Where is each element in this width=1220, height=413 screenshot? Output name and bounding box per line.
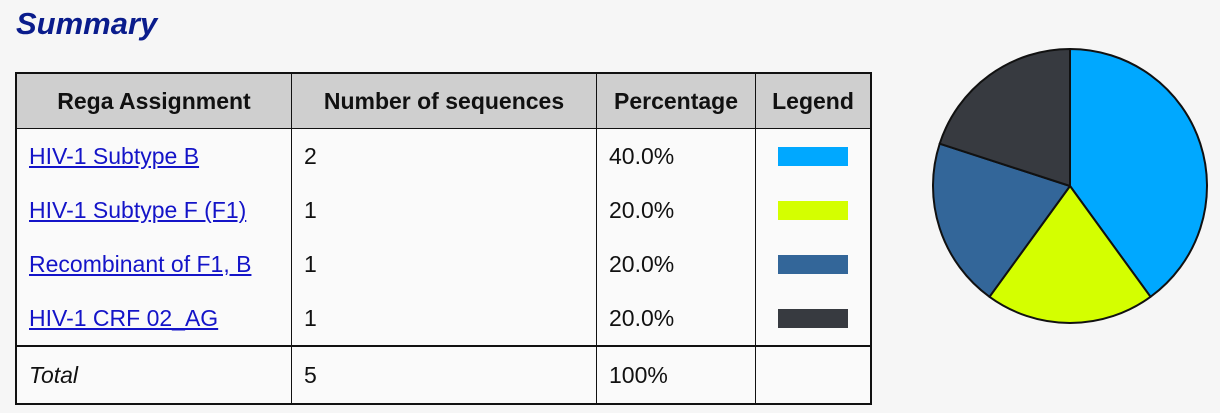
percentage-cell: 20.0%: [596, 237, 756, 291]
total-legend-cell: [755, 345, 872, 404]
total-percentage: 100%: [596, 345, 756, 404]
count-cell: 1: [291, 291, 597, 346]
header-legend: Legend: [755, 72, 872, 129]
legend-cell: [755, 128, 872, 183]
legend-swatch: [778, 146, 848, 166]
assignment-cell: HIV-1 Subtype F (F1): [15, 183, 292, 237]
table-header-row: Rega Assignment Number of sequences Perc…: [15, 72, 872, 129]
header-percentage: Percentage: [596, 72, 756, 129]
legend-swatch: [778, 254, 848, 274]
legend-swatch: [778, 308, 848, 328]
header-rega-assignment: Rega Assignment: [15, 72, 292, 129]
total-count: 5: [291, 345, 597, 404]
table-row: Recombinant of F1, B 1 20.0%: [15, 237, 872, 291]
pie-slice: [988, 185, 1152, 324]
pie-chart: [932, 48, 1208, 324]
assignment-link[interactable]: HIV-1 CRF 02_AG: [29, 304, 219, 331]
legend-cell: [755, 183, 872, 237]
assignment-cell: HIV-1 Subtype B: [15, 128, 292, 183]
pie-slice: [938, 48, 1071, 187]
header-number-of-sequences: Number of sequences: [291, 72, 597, 129]
count-cell: 1: [291, 237, 597, 291]
percentage-cell: 20.0%: [596, 291, 756, 346]
total-label: Total: [15, 345, 292, 404]
pie-slice: [932, 142, 1071, 298]
assignment-link[interactable]: HIV-1 Subtype F (F1): [29, 196, 247, 223]
percentage-cell: 20.0%: [596, 183, 756, 237]
legend-cell: [755, 291, 872, 346]
table-row: HIV-1 CRF 02_AG 1 20.0%: [15, 291, 872, 346]
legend-swatch: [778, 200, 848, 220]
legend-cell: [755, 237, 872, 291]
count-cell: 2: [291, 128, 597, 183]
assignment-link[interactable]: Recombinant of F1, B: [29, 250, 252, 277]
page-title: Summary: [16, 6, 158, 41]
percentage-cell: 40.0%: [596, 128, 756, 183]
assignment-cell: HIV-1 CRF 02_AG: [15, 291, 292, 346]
assignment-link[interactable]: HIV-1 Subtype B: [29, 142, 200, 169]
table-row: HIV-1 Subtype B 2 40.0%: [15, 128, 872, 183]
pie-slice: [1069, 48, 1208, 298]
total-row: Total 5 100%: [15, 345, 872, 404]
count-cell: 1: [291, 183, 597, 237]
assignment-cell: Recombinant of F1, B: [15, 237, 292, 291]
table-row: HIV-1 Subtype F (F1) 1 20.0%: [15, 183, 872, 237]
summary-table: Rega Assignment Number of sequences Perc…: [15, 72, 872, 405]
